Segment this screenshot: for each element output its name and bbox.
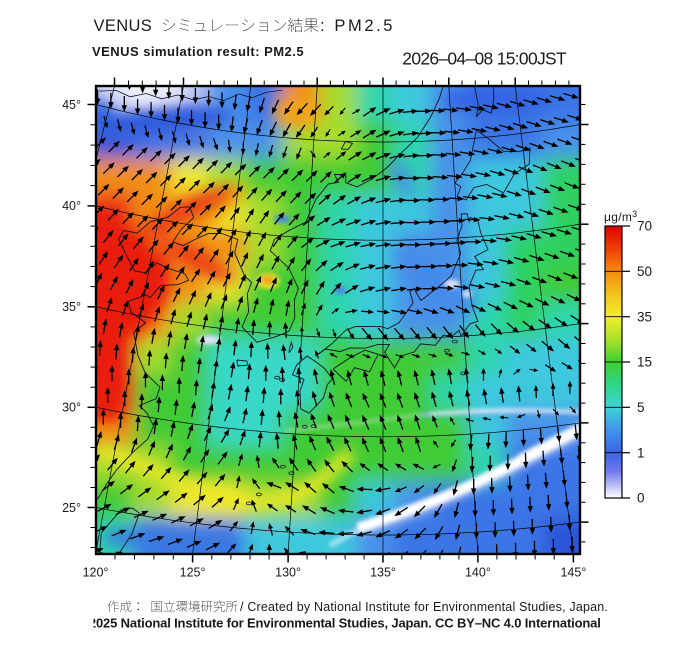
svg-text:45°: 45° (62, 98, 81, 112)
svg-text:0: 0 (637, 491, 645, 506)
svg-text:125°: 125° (180, 566, 206, 580)
svg-text:©2025 National Institute for E: ©2025 National Institute for Environment… (80, 615, 601, 630)
svg-text:1: 1 (637, 445, 645, 460)
svg-text:: PM2.5: : PM2.5 (320, 17, 395, 35)
svg-text:120°: 120° (83, 566, 109, 580)
svg-text:130°: 130° (275, 566, 301, 580)
svg-text:μg/m3: μg/m3 (604, 209, 637, 224)
svg-text:70: 70 (637, 219, 652, 234)
svg-text:140°: 140° (465, 566, 491, 580)
svg-text:15: 15 (637, 355, 652, 370)
svg-text:40°: 40° (62, 199, 81, 213)
svg-text:50: 50 (637, 264, 652, 279)
svg-text:VENUS simulation result: PM2.5: VENUS simulation result: PM2.5 (92, 44, 304, 59)
svg-text:145°: 145° (560, 566, 586, 580)
svg-text:35°: 35° (62, 300, 81, 314)
svg-text:VENUS: VENUS (94, 17, 153, 35)
svg-text:30°: 30° (62, 401, 81, 415)
svg-text:5: 5 (637, 400, 645, 415)
svg-text:2026–04–08 15:00JST: 2026–04–08 15:00JST (402, 48, 567, 68)
svg-text:135°: 135° (370, 566, 396, 580)
svg-text:/ Created by National Institut: / Created by National Institute for Envi… (240, 600, 608, 614)
svg-text:35: 35 (637, 309, 652, 324)
svg-text:25°: 25° (62, 501, 81, 515)
